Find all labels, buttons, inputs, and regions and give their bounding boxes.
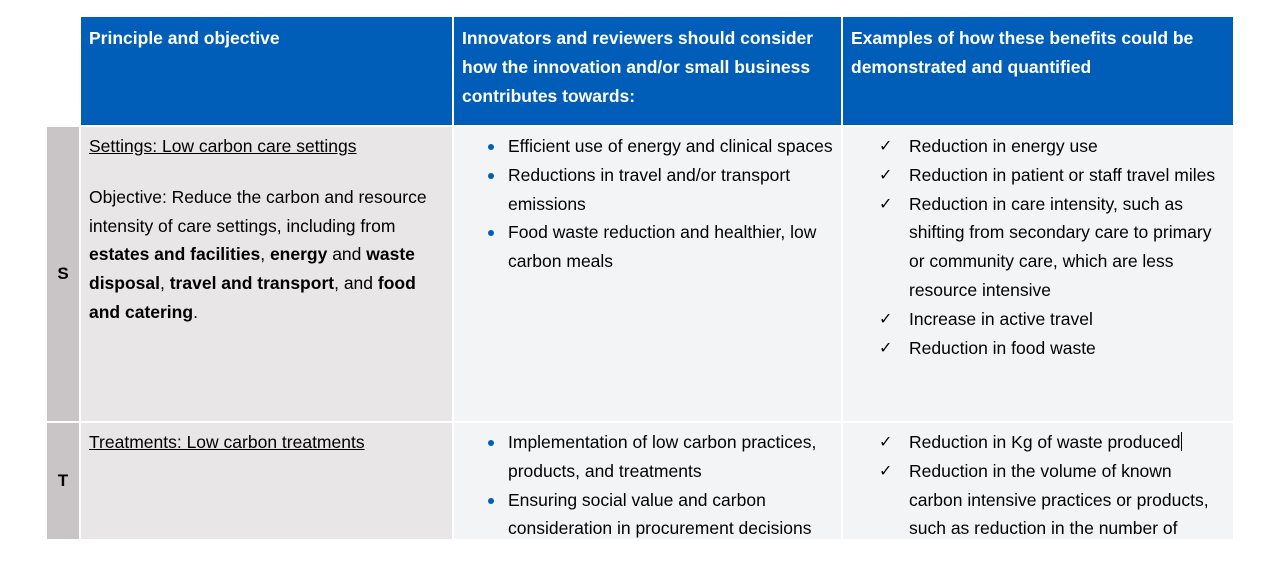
bullet-icon [488, 230, 494, 237]
bullet-icon [488, 440, 494, 446]
checkmark-icon: ✓ [879, 164, 893, 184]
contributions-cell-settings: Efficient use of energy and clinical spa… [454, 127, 841, 421]
header-examples: Examples of how these benefits could be … [843, 17, 1233, 125]
list-item: ✓ Reduction in energy use [879, 132, 1227, 161]
list-item: ✓ Increase in active travel [879, 305, 1227, 334]
list-item: Reductions in travel and/or transport em… [488, 161, 835, 219]
list-item: Food waste reduction and healthier, low … [488, 218, 835, 276]
checkmark-icon: ✓ [879, 136, 893, 155]
text-cursor [1181, 432, 1183, 451]
checkmark-icon: ✓ [879, 460, 893, 480]
contributions-cell-treatments: Implementation of low carbon practices, … [454, 423, 841, 539]
bullet-icon [488, 497, 494, 504]
list-item: ✓ Reduction in the volume of known carbon… [879, 457, 1227, 539]
contributions-list-treatments: Implementation of low carbon practices, … [488, 428, 835, 539]
objective-text-settings: Objective: Reduce the carbon and resourc… [89, 186, 427, 322]
list-item: ✓ Reduction in care intensity, such as sh… [879, 190, 1227, 305]
bullet-icon [488, 172, 494, 179]
principle-cell-treatments: Treatments: Low carbon treatments [81, 423, 452, 539]
checkmark-icon: ✓ [879, 337, 893, 357]
examples-list-treatments: ✓ Reduction in Kg of waste produced ✓ Redu… [879, 428, 1227, 539]
examples-list-settings: ✓ Reduction in energy use ✓ Reduction in p… [879, 132, 1227, 363]
examples-cell-settings: ✓ Reduction in energy use ✓ Reduction in p… [843, 127, 1233, 421]
contributions-list-settings: Efficient use of energy and clinical spa… [488, 132, 835, 276]
checkmark-icon: ✓ [879, 193, 893, 213]
header-principle: Principle and objective [81, 17, 452, 125]
checkmark-icon: ✓ [879, 432, 893, 451]
list-item: Implementation of low carbon practices, … [488, 428, 835, 486]
principle-heading-settings: Settings: Low carbon care settings [89, 136, 357, 156]
row-letter-s: S [47, 127, 79, 421]
header-contributions: Innovators and reviewers should consider… [454, 17, 841, 125]
list-item: Ensuring social value and carbon conside… [488, 486, 835, 539]
list-item: ✓ Reduction in food waste [879, 334, 1227, 363]
list-item: ✓ Reduction in Kg of waste produced [879, 428, 1227, 457]
examples-cell-treatments: ✓ Reduction in Kg of waste produced ✓ Redu… [843, 423, 1233, 539]
checkmark-icon: ✓ [879, 308, 893, 328]
bullet-icon [488, 144, 494, 150]
row-letter-t: T [47, 423, 79, 539]
list-item: Efficient use of energy and clinical spa… [488, 132, 835, 161]
principle-heading-treatments: Treatments: Low carbon treatments [89, 432, 365, 452]
list-item: ✓ Reduction in patient or staff travel mi… [879, 161, 1227, 190]
principle-cell-settings: Settings: Low carbon care settings Objec… [81, 127, 452, 421]
